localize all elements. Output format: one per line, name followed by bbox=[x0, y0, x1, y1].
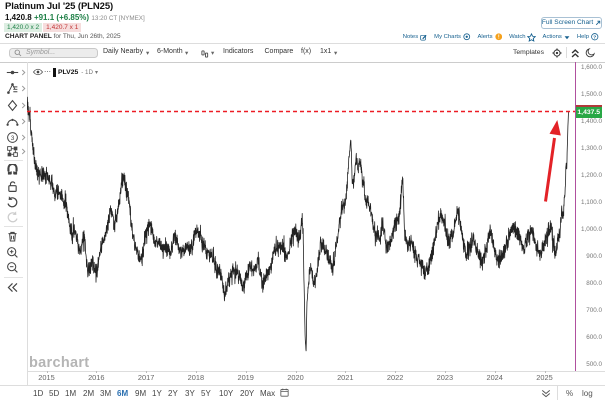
svg-text:!: ! bbox=[497, 35, 499, 41]
svg-text:barchart: barchart bbox=[29, 355, 89, 371]
svg-text:?: ? bbox=[593, 35, 596, 41]
svg-text:3: 3 bbox=[11, 134, 15, 141]
